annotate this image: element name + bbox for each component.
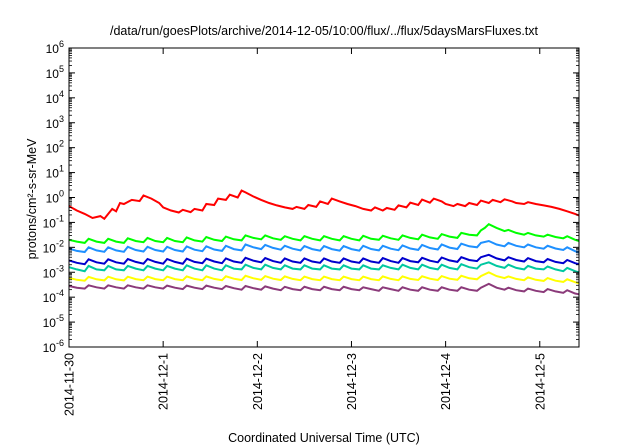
y-tick-label-base: 10 xyxy=(46,67,60,81)
y-tick-label-base: 10 xyxy=(43,266,57,280)
y-tick-label: 10-4 xyxy=(43,288,64,305)
y-tick-label-exponent: 4 xyxy=(59,89,64,99)
y-tick-label-base: 10 xyxy=(43,216,57,230)
y-tick-label-exponent: -2 xyxy=(56,238,64,248)
x-tick-label: 2014-12-5 xyxy=(533,353,547,410)
x-tick-label-group: 2014-12-2 xyxy=(251,353,265,410)
y-tick-label-exponent: -6 xyxy=(56,338,64,348)
y-tick-label: 106 xyxy=(46,39,64,56)
y-axis-label: protons/cm²-s-sr-MeV xyxy=(25,138,39,260)
y-tick-label-base: 10 xyxy=(46,42,60,56)
y-tick-label-exponent: 1 xyxy=(59,164,64,174)
series-line-4 xyxy=(68,253,580,266)
x-tick-label: 2014-12-3 xyxy=(345,353,359,410)
y-tick-label: 10-5 xyxy=(43,313,64,330)
series-line-7 xyxy=(68,282,580,296)
y-tick-label: 100 xyxy=(46,189,64,206)
x-tick-label: 2014-12-1 xyxy=(157,353,171,410)
y-tick-label-base: 10 xyxy=(46,142,60,156)
y-tick-label-exponent: 2 xyxy=(59,139,64,149)
y-tick-label-exponent: -1 xyxy=(56,213,64,223)
y-tick-label-base: 10 xyxy=(46,92,60,106)
y-tick-label-base: 10 xyxy=(43,241,57,255)
x-tick-label-group: 2014-12-1 xyxy=(157,353,171,410)
x-tick-label-group: 2014-12-5 xyxy=(533,353,547,410)
y-tick-label: 10-3 xyxy=(43,263,64,280)
x-tick-label: 2014-12-4 xyxy=(439,353,453,410)
series-line-6 xyxy=(68,271,580,285)
y-tick-label-exponent: 5 xyxy=(59,64,64,74)
x-axis-label: Coordinated Universal Time (UTC) xyxy=(228,431,420,445)
y-tick-label-exponent: 3 xyxy=(59,114,64,124)
y-tick-label: 103 xyxy=(46,114,64,131)
y-tick-label: 105 xyxy=(46,64,64,81)
y-tick-label: 102 xyxy=(46,139,64,156)
y-tick-label-base: 10 xyxy=(46,117,60,131)
x-tick-label-group: 2014-12-4 xyxy=(439,353,453,410)
series-line-1 xyxy=(68,189,580,221)
y-tick-label-base: 10 xyxy=(43,341,57,355)
plot-frame xyxy=(68,47,580,348)
x-tick-label: 2014-11-30 xyxy=(63,353,77,416)
y-tick-label: 104 xyxy=(46,89,64,106)
chart-title: /data/run/goesPlots/archive/2014-12-05/1… xyxy=(110,24,539,38)
x-tick-label: 2014-12-2 xyxy=(251,353,265,410)
y-tick-label-exponent: -3 xyxy=(56,263,64,273)
y-tick-label: 10-2 xyxy=(43,238,64,255)
series-layer xyxy=(68,189,580,296)
y-tick-label-base: 10 xyxy=(46,192,60,206)
y-tick-label-exponent: 0 xyxy=(59,189,64,199)
x-tick-label-group: 2014-11-30 xyxy=(63,353,77,416)
y-tick-label: 10-6 xyxy=(43,338,64,355)
y-tick-label-exponent: 6 xyxy=(59,39,64,49)
y-axis-label-text: protons/cm²-s-sr-MeV xyxy=(25,138,39,260)
x-tick-label-group: 2014-12-3 xyxy=(345,353,359,410)
y-tick-label-exponent: -5 xyxy=(56,313,64,323)
x-axis-ticks: 2014-11-30 2014-12-1 2014-12-2 2014-12-3 201… xyxy=(63,48,547,416)
y-tick-label-base: 10 xyxy=(43,316,57,330)
y-tick-label: 101 xyxy=(46,164,64,181)
series-line-3 xyxy=(68,239,580,254)
y-tick-label-exponent: -4 xyxy=(56,288,64,298)
y-tick-label-base: 10 xyxy=(46,167,60,181)
y-tick-label-base: 10 xyxy=(43,291,57,305)
series-line-5 xyxy=(68,261,580,274)
series-line-2 xyxy=(68,223,580,244)
y-tick-label: 10-1 xyxy=(43,213,64,230)
